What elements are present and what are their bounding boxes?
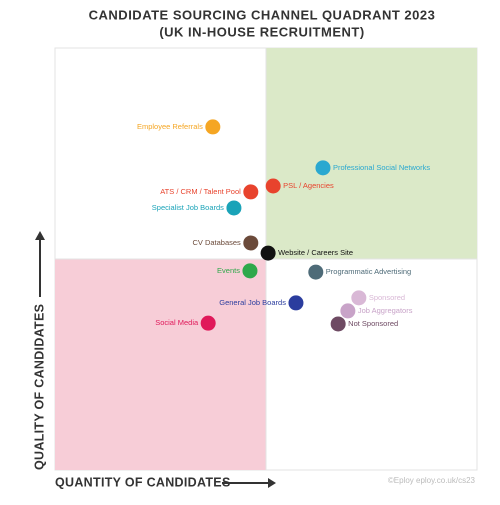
point [260, 245, 276, 261]
point-label: Events [217, 266, 240, 275]
point-label: General Job Boards [219, 298, 286, 307]
point-label: Specialist Job Boards [152, 203, 224, 212]
point-label: Professional Social Networks [333, 163, 430, 172]
point-label: ATS / CRM / Talent Pool [160, 187, 241, 196]
point [226, 200, 242, 216]
point [265, 178, 281, 194]
point [330, 316, 346, 332]
point-label: Sponsored [369, 293, 405, 302]
point-label: Programmatic Advertising [326, 267, 411, 276]
point-label: Employee Referrals [137, 122, 203, 131]
point-label: CV Databases [192, 238, 241, 247]
point [351, 290, 367, 306]
point [340, 303, 356, 319]
plot-area: Employee Referrals Professional Social Ne… [54, 47, 478, 471]
point [243, 184, 259, 200]
x-axis-label: QUANTITY OF CANDIDATES [55, 475, 231, 489]
y-axis-arrowhead [35, 231, 45, 240]
chart-subtitle: (UK IN-HOUSE RECRUITMENT) [159, 24, 364, 39]
point-label: Website / Careers Site [278, 248, 353, 257]
y-axis-label: QUALITY OF CANDIDATES [32, 304, 46, 470]
x-axis-arrowhead [268, 478, 276, 488]
point [200, 315, 216, 331]
point [308, 264, 324, 280]
point-label: Job Aggregators [358, 306, 413, 315]
source: ©Eploy eploy.co.uk/cs23 [388, 476, 476, 485]
point [288, 295, 304, 311]
point [242, 263, 258, 279]
point-label: Not Sponsored [348, 319, 398, 328]
point-label: PSL / Agencies [283, 181, 334, 190]
chart-title: CANDIDATE SOURCING CHANNEL QUADRANT 2023 [89, 7, 436, 22]
point [243, 235, 259, 251]
point [315, 160, 331, 176]
quadrant-top-right [266, 48, 477, 259]
quadrant-bottom-left [55, 259, 266, 470]
point-label: Social Media [155, 318, 199, 327]
point [205, 119, 221, 135]
